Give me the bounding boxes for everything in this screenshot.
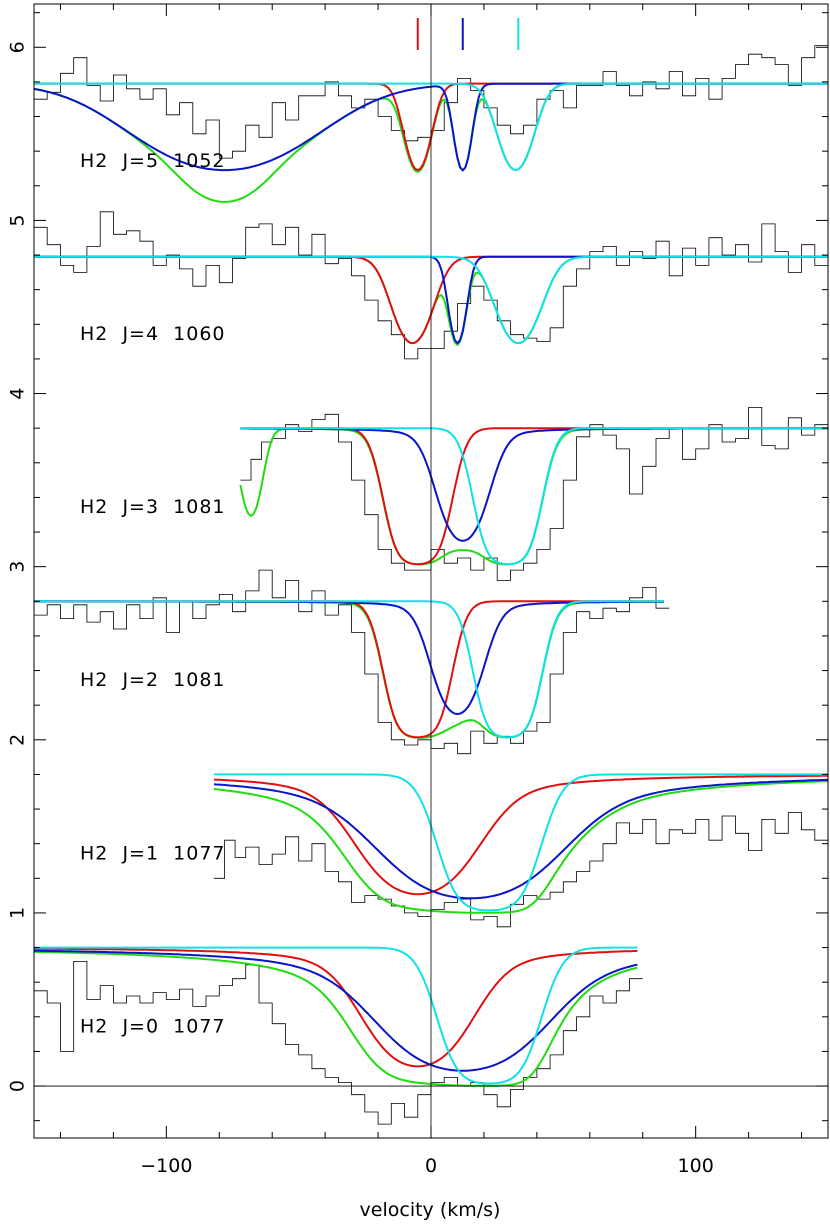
red-model-panel-2 [240, 427, 828, 566]
panel-labels: H2 J=5 1052 H2 J=4 1060 H2 J=3 1081 H2 J=2 … [80, 150, 226, 1038]
panel-label-5: H2 J=0 1077 [80, 1015, 226, 1037]
panel-label-0: H2 J=5 1052 [80, 150, 226, 172]
x-tick-label: 0 [425, 1155, 437, 1177]
green-model-panel-5 [34, 950, 638, 1087]
x-axis-title: velocity (km/s) [360, 1199, 501, 1221]
cyan-model-panel-2 [240, 427, 828, 566]
x-tick-label: 100 [678, 1155, 714, 1177]
blue-model-panel-4 [213, 778, 828, 900]
data-histogram-panel-2 [240, 407, 828, 581]
x-tick-label: −100 [140, 1155, 192, 1177]
data-histograms [34, 45, 828, 1125]
green-model-panel-4 [213, 780, 828, 914]
y-tick-label: 6 [7, 41, 29, 53]
cyan-model-panel-5 [34, 946, 638, 1085]
y-tick-label: 3 [7, 561, 29, 573]
blue-model-panel-2 [240, 427, 828, 542]
component-markers [416, 18, 520, 50]
y-tick-label: 2 [7, 734, 29, 746]
green-model-panel-2 [239, 427, 828, 566]
cyan-model-panel-4 [214, 773, 828, 912]
panel-label-4: H2 J=1 1077 [80, 842, 226, 864]
axes: 0 1 2 3 4 5 6 −100 0 100 [7, 3, 829, 1177]
panel-label-2: H2 J=3 1081 [80, 496, 226, 518]
y-tick-label: 1 [7, 907, 29, 919]
blue-model-panel-3 [34, 600, 664, 715]
red-model-panel-5 [34, 947, 638, 1068]
data-histogram-panel-3 [34, 569, 670, 755]
panel-label-1: H2 J=4 1060 [80, 323, 226, 345]
zero-velocity-line [34, 4, 828, 1138]
y-tick-label: 0 [7, 1080, 29, 1092]
red-model-panel-4 [213, 774, 828, 896]
panel-label-3: H2 J=2 1081 [80, 669, 226, 691]
y-tick-label: 4 [7, 387, 29, 399]
cyan-model-panel-3 [34, 600, 664, 739]
data-histogram-panel-4 [214, 812, 828, 928]
y-tick-label: 5 [7, 214, 29, 226]
data-histogram-panel-5 [34, 961, 643, 1125]
